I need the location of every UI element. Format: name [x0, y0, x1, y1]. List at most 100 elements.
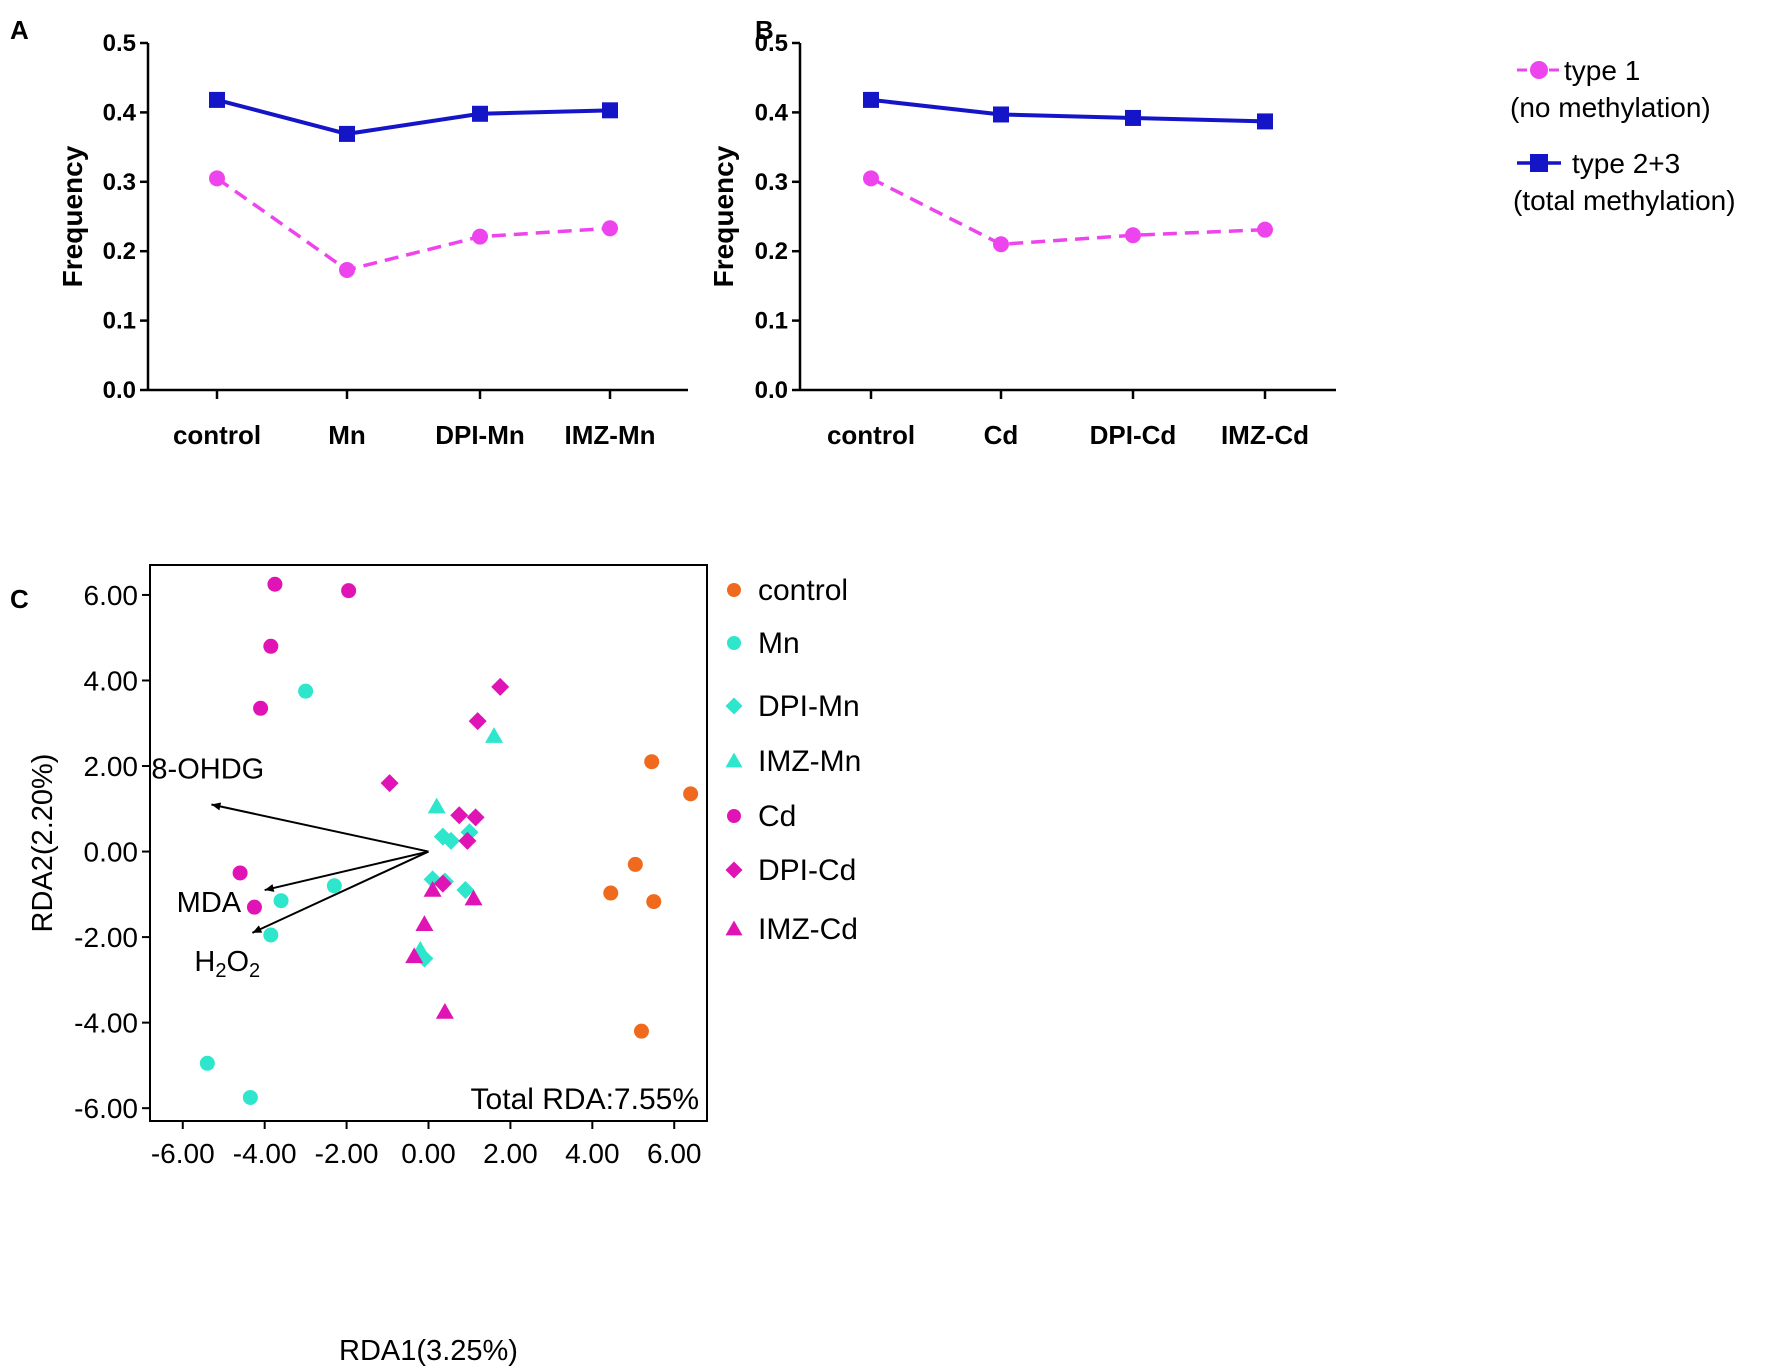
biplot-arrow: [251, 850, 429, 934]
legend-type23-marker: [1530, 154, 1548, 172]
point-dpi-cd: [380, 774, 399, 793]
y-tick-label: 0.4: [103, 99, 137, 126]
legend-marker-control: [727, 583, 741, 597]
point-type1: [339, 261, 355, 278]
point-type23: [1125, 109, 1141, 126]
arrow-label: MDA: [177, 887, 242, 919]
y-tick-label: 4.00: [84, 665, 139, 696]
x-tick-label: -4.00: [233, 1138, 297, 1169]
point-imz-cd: [435, 1002, 454, 1019]
x-tick-label: -6.00: [151, 1138, 215, 1169]
point-type1: [209, 170, 225, 187]
point-type23: [209, 91, 225, 108]
point-dpi-cd: [491, 677, 510, 696]
legend-ab: type 1 (no methylation) type 2+3 (total …: [1510, 55, 1736, 216]
category-label: control: [827, 420, 915, 450]
point-control: [644, 754, 660, 770]
point-dpi-mn: [456, 881, 475, 900]
y-axis-label: RDA2(2.20%): [27, 754, 59, 933]
y-tick-label: 0.3: [755, 169, 788, 196]
legend-label-cd: Cd: [758, 800, 796, 833]
point-cd: [267, 576, 283, 592]
arrow-head: [264, 884, 275, 892]
category-label: Cd: [984, 420, 1019, 450]
point-type1: [472, 228, 488, 245]
legend-label-imz-mn: IMZ-Mn: [758, 745, 861, 778]
point-control: [633, 1023, 649, 1039]
point-mn: [242, 1089, 258, 1105]
x-tick-label: 2.00: [483, 1138, 538, 1169]
arrow-label: 8-OHDG: [151, 754, 264, 786]
point-imz-cd: [405, 947, 424, 964]
point-cd: [263, 638, 279, 654]
arrow-label-h2o2: H2O2: [194, 946, 260, 982]
point-cd: [253, 700, 269, 716]
legend-label-imz-cd: IMZ-Cd: [758, 913, 858, 946]
y-tick-label: 0.1: [103, 308, 136, 335]
series-type23-line: [216, 97, 611, 136]
series-type23-line: [870, 97, 1266, 124]
legend-c: control Mn DPI-Mn IMZ-Mn Cd DPI-Cd IMZ-Cd: [725, 574, 861, 946]
point-type23: [602, 102, 618, 119]
point-dpi-cd: [468, 712, 487, 731]
y-tick-label: 6.00: [84, 580, 139, 611]
legend-type1-sublabel: (no methylation): [1510, 92, 1711, 123]
arrow-head: [252, 925, 263, 933]
point-type23: [993, 106, 1009, 123]
point-dpi-cd: [458, 831, 477, 850]
legend-type1-marker: [1530, 61, 1548, 79]
legend-marker-imz-mn: [725, 752, 743, 768]
point-cd: [246, 899, 262, 915]
point-type23: [472, 105, 488, 122]
legend-marker-imz-cd: [725, 920, 743, 936]
plot-frame: [149, 564, 708, 1122]
point-imz-mn: [485, 727, 504, 743]
category-label: control: [173, 420, 261, 450]
biplot-arrow: [264, 850, 429, 892]
point-type1: [1257, 221, 1273, 238]
point-type1: [863, 170, 879, 187]
series-type1-line: [215, 176, 611, 272]
panel-label-b: B: [755, 15, 774, 45]
y-tick-label: 0.3: [103, 169, 136, 196]
point-mn: [326, 878, 342, 894]
legend-type23-sublabel: (total methylation): [1513, 185, 1736, 216]
series-type1-line: [870, 176, 1266, 247]
y-tick-label: 0.5: [103, 30, 136, 57]
point-imz-cd: [415, 915, 434, 932]
point-imz-mn: [427, 797, 446, 814]
point-imz-cd: [423, 881, 442, 897]
y-axis-label: Frequency: [57, 145, 88, 287]
point-control: [683, 786, 699, 802]
arrow-head: [211, 802, 222, 811]
legend-label-dpi-cd: DPI-Cd: [758, 854, 856, 887]
point-type23: [1257, 113, 1273, 130]
y-tick-label: 0.1: [755, 308, 788, 335]
panel-b-chart: 0.0 0.1 0.2 0.3 0.4 0.5 control Cd DPI-Cd IMZ-Cd F…: [708, 30, 1336, 450]
category-label: IMZ-Cd: [1221, 420, 1309, 450]
y-tick-label: -2.00: [74, 922, 138, 953]
point-type23: [863, 91, 879, 108]
y-tick-label: -4.00: [74, 1008, 138, 1039]
legend-marker-cd: [727, 809, 741, 823]
y-axis-label: Frequency: [708, 145, 739, 287]
point-dpi-cd: [450, 806, 469, 825]
y-tick-label: 0.00: [84, 837, 139, 868]
point-mn: [298, 683, 314, 699]
y-tick-label: 0.0: [103, 377, 136, 404]
point-type23: [339, 125, 355, 142]
y-tick-label: 2.00: [84, 751, 139, 782]
panel-label-c: C: [10, 584, 29, 614]
biplot-arrow: [211, 803, 429, 853]
x-tick-label: -2.00: [315, 1138, 379, 1169]
point-type1: [993, 236, 1009, 253]
y-tick-label: 0.2: [103, 238, 136, 265]
point-cd: [341, 583, 357, 599]
y-tick-label: 0.0: [755, 377, 788, 404]
legend-label-dpi-mn: DPI-Mn: [758, 690, 860, 723]
panel-label-a: A: [10, 15, 29, 45]
y-tick-label: 0.2: [755, 238, 788, 265]
legend-marker-mn: [727, 636, 741, 650]
point-cd: [232, 865, 248, 881]
category-label: DPI-Cd: [1090, 420, 1177, 450]
